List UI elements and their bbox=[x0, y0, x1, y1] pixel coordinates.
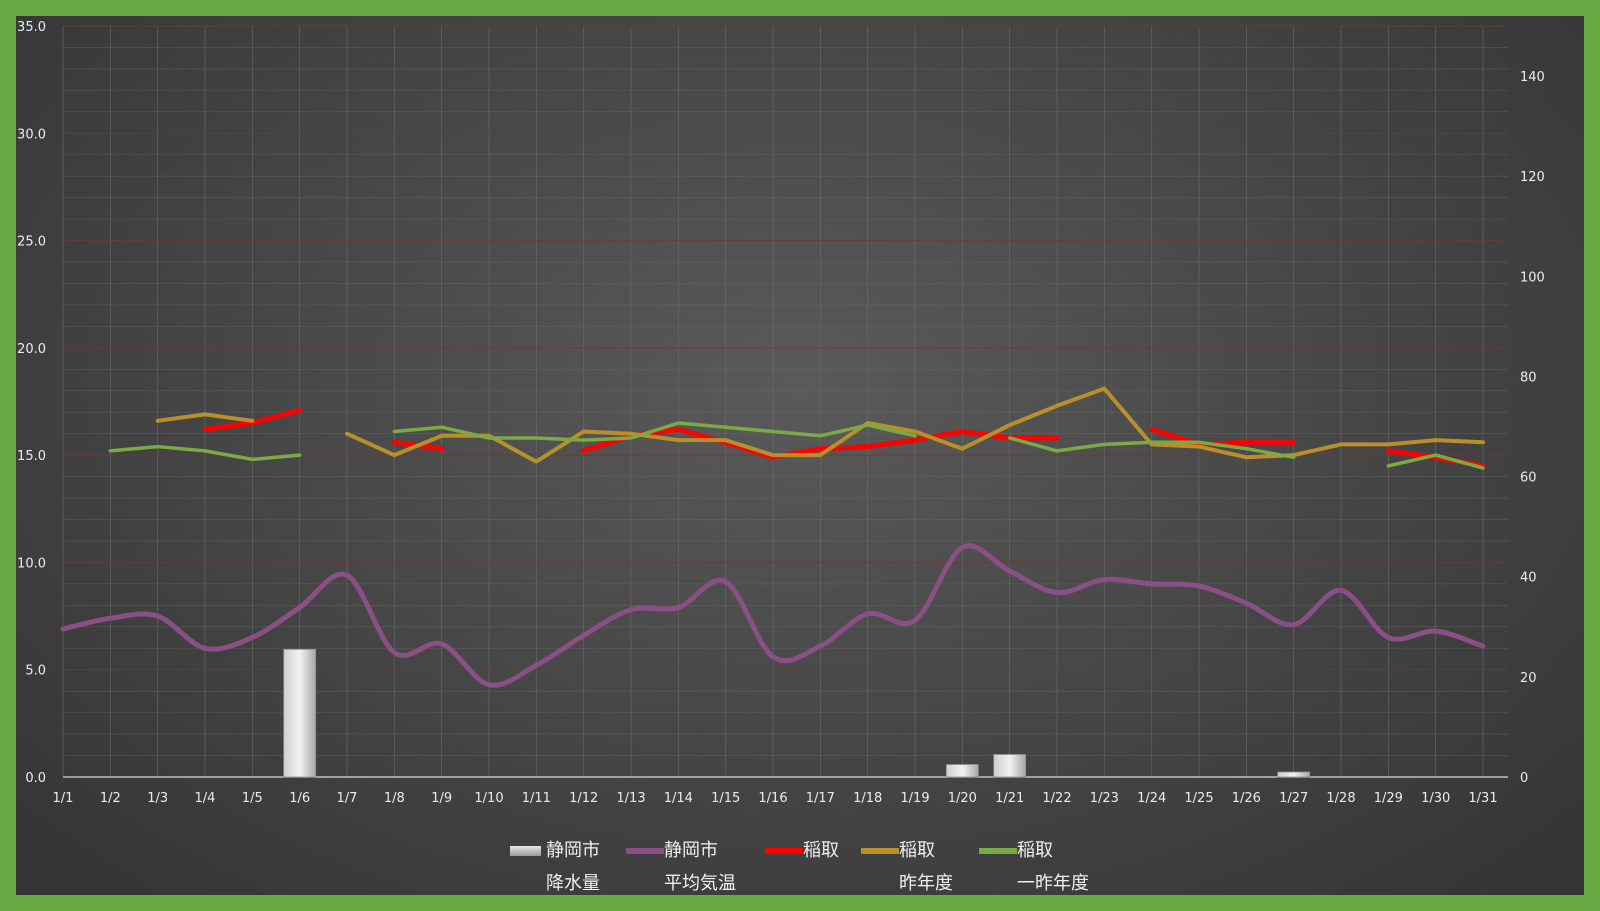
inatori-twoyearsago-line bbox=[1007, 436, 1296, 460]
minor-grid bbox=[62, 26, 1508, 777]
y-right-tick-label: 80 bbox=[1520, 370, 1537, 385]
legend-label-line1: 稲取 bbox=[1017, 840, 1053, 861]
y-right-tick-label: 20 bbox=[1520, 671, 1537, 686]
x-tick-label: 1/23 bbox=[1090, 791, 1119, 806]
inatori-twoyearsago-line bbox=[108, 444, 302, 462]
x-tick-label: 1/18 bbox=[853, 791, 882, 806]
inatori-line bbox=[202, 407, 303, 432]
y-right-tick-label: 140 bbox=[1520, 70, 1545, 85]
precipitation-bars bbox=[283, 648, 1311, 778]
legend-label-line1: 稲取 bbox=[899, 840, 935, 861]
y-left-tick-label: 25.0 bbox=[17, 235, 46, 250]
y-right-tick-label: 120 bbox=[1520, 170, 1545, 185]
inatori-twoyearsago-line bbox=[1386, 453, 1485, 470]
y-axis-left: 0.0 5.0 10.0 15.0 20.0 25.0 30.0 35.0 bbox=[17, 20, 46, 786]
precipitation-bar bbox=[283, 648, 317, 778]
x-tick-label: 1/12 bbox=[569, 791, 598, 806]
precipitation-bar bbox=[1277, 771, 1311, 778]
y-right-tick-label: 60 bbox=[1520, 471, 1537, 486]
y-left-tick-label: 20.0 bbox=[17, 342, 46, 357]
legend-key-line bbox=[979, 848, 1017, 854]
inatori-twoyearsago-line bbox=[392, 421, 917, 442]
x-tick-label: 1/22 bbox=[1042, 791, 1071, 806]
precipitation-bar bbox=[993, 754, 1027, 778]
x-tick-label: 1/8 bbox=[384, 791, 405, 806]
y-left-tick-label: 35.0 bbox=[17, 20, 46, 35]
x-tick-label: 1/16 bbox=[758, 791, 787, 806]
x-tick-label: 1/28 bbox=[1326, 791, 1355, 806]
x-tick-label: 1/10 bbox=[474, 791, 503, 806]
x-tick-label: 1/20 bbox=[948, 791, 977, 806]
legend-label-line2: 降水量 bbox=[546, 873, 600, 894]
x-tick-label: 1/25 bbox=[1184, 791, 1213, 806]
inatori-lastyear-line bbox=[345, 386, 1485, 464]
chart-canvas: 0.0 5.0 10.0 15.0 20.0 25.0 30.0 35.0 0 20 40 60 80… bbox=[17, 20, 1545, 806]
x-tick-label: 1/9 bbox=[431, 791, 452, 806]
x-tick-label: 1/7 bbox=[337, 791, 358, 806]
avg-temp-line bbox=[60, 543, 1486, 688]
x-tick-label: 1/31 bbox=[1468, 791, 1497, 806]
y-left-tick-label: 10.0 bbox=[17, 556, 46, 571]
legend-label-line1: 稲取 bbox=[803, 840, 839, 861]
x-tick-label: 1/27 bbox=[1279, 791, 1308, 806]
legend-key-line bbox=[765, 848, 803, 854]
x-tick-label: 1/3 bbox=[147, 791, 168, 806]
inatori-line bbox=[1149, 426, 1297, 447]
x-tick-label: 1/5 bbox=[242, 791, 263, 806]
legend-label-line1: 静岡市 bbox=[664, 840, 718, 861]
legend: 静岡市降水量 静岡市平均気温 稲取 稲取昨年度 稲取一昨年度 bbox=[510, 834, 1156, 894]
y-axis-right: 0 20 40 60 80 100 120 140 bbox=[1520, 70, 1545, 786]
y-right-tick-label: 100 bbox=[1520, 270, 1545, 285]
x-tick-label: 1/1 bbox=[53, 791, 74, 806]
y-left-tick-label: 0.0 bbox=[25, 771, 46, 786]
series-lines bbox=[60, 386, 1486, 688]
x-tick-label: 1/17 bbox=[806, 791, 835, 806]
major-grid bbox=[63, 25, 1508, 778]
y-left-tick-label: 15.0 bbox=[17, 449, 46, 464]
precipitation-bar bbox=[945, 764, 979, 778]
legend-label-line1: 静岡市 bbox=[546, 840, 600, 861]
x-tick-label: 1/6 bbox=[289, 791, 310, 806]
y-right-tick-label: 0 bbox=[1520, 771, 1528, 786]
x-axis: 1/1 1/2 1/3 1/4 1/5 1/6 1/7 1/8 1/9 1/10 1/11 1/12 1… bbox=[53, 791, 1498, 806]
y-left-tick-label: 30.0 bbox=[17, 127, 46, 142]
x-tick-label: 1/19 bbox=[900, 791, 929, 806]
inatori-lastyear-line bbox=[155, 412, 255, 423]
legend-key-line bbox=[626, 848, 664, 854]
legend-label-line2: 平均気温 bbox=[664, 873, 736, 894]
x-tick-label: 1/30 bbox=[1421, 791, 1450, 806]
x-tick-label: 1/21 bbox=[995, 791, 1024, 806]
x-tick-label: 1/4 bbox=[195, 791, 216, 806]
legend-key-bar bbox=[510, 846, 541, 856]
x-tick-label: 1/26 bbox=[1232, 791, 1261, 806]
x-tick-label: 1/29 bbox=[1374, 791, 1403, 806]
legend-key-line bbox=[861, 848, 899, 854]
x-tick-label: 1/13 bbox=[616, 791, 645, 806]
legend-label-line2: 昨年度 bbox=[899, 873, 953, 894]
legend-label-line2: 一昨年度 bbox=[1017, 873, 1089, 894]
x-tick-label: 1/2 bbox=[100, 791, 121, 806]
x-tick-label: 1/15 bbox=[711, 791, 740, 806]
inatori-line bbox=[581, 426, 1060, 460]
x-tick-label: 1/11 bbox=[522, 791, 551, 806]
x-tick-label: 1/14 bbox=[664, 791, 693, 806]
chart-frame: 0.0 5.0 10.0 15.0 20.0 25.0 30.0 35.0 0 20 40 60 80… bbox=[16, 16, 1584, 895]
x-tick-label: 1/24 bbox=[1137, 791, 1166, 806]
y-right-tick-label: 40 bbox=[1520, 571, 1537, 586]
y-left-tick-label: 5.0 bbox=[25, 664, 46, 679]
